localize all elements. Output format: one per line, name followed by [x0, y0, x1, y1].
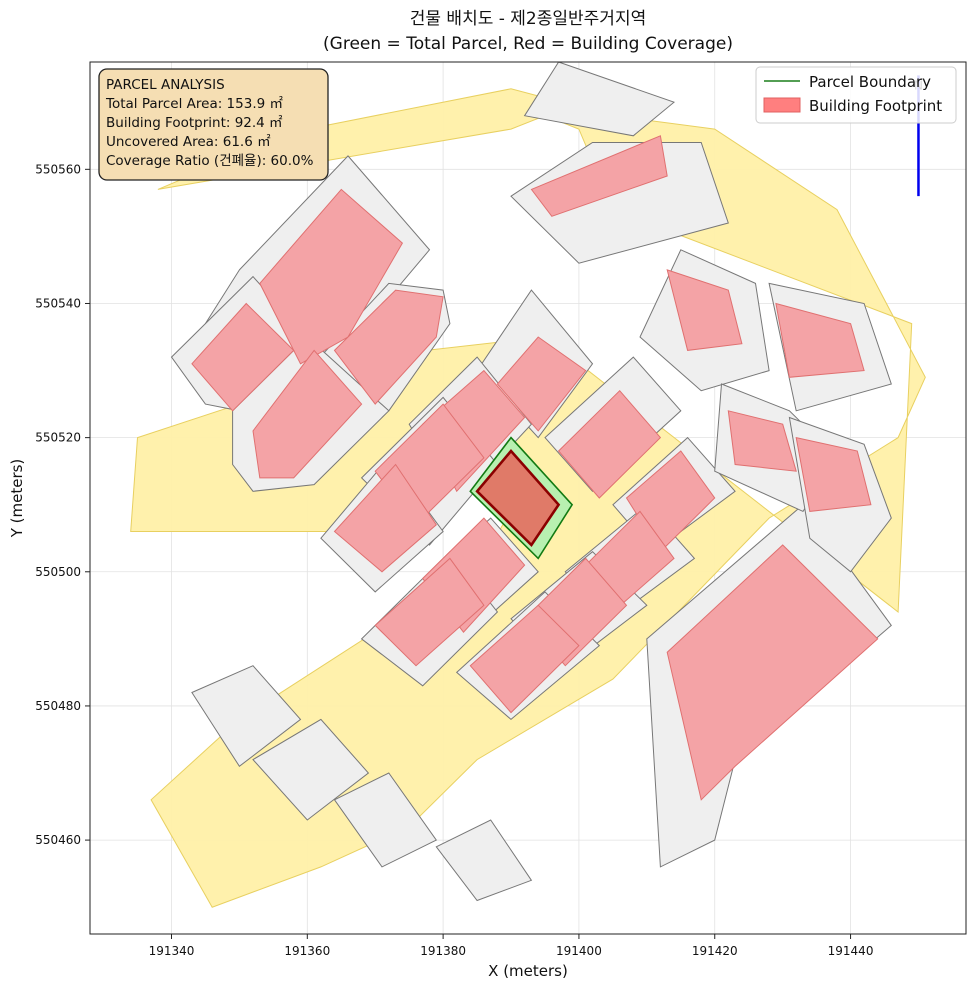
- info-total-area: Total Parcel Area: 153.9 ㎡: [105, 96, 283, 112]
- info-uncovered-area: Uncovered Area: 61.6 ㎡: [106, 134, 271, 150]
- lot-polygon: [510, 142, 729, 264]
- lot-polygon: [333, 772, 438, 868]
- legend-building-patch: [763, 97, 801, 113]
- info-coverage-ratio: Coverage Ratio (건폐율): 60.0%: [106, 153, 314, 169]
- x-axis-ticks: 191340 191360 191380 191400 191420 191440: [149, 934, 874, 958]
- building-footprint: [252, 349, 363, 479]
- building-footprint: [666, 544, 879, 801]
- y-tick-label: 550560: [35, 162, 81, 176]
- building-footprint: [374, 557, 485, 667]
- legend-building-label: Building Footprint: [809, 97, 942, 115]
- x-tick-label: 191360: [284, 944, 330, 958]
- building-footprint: [333, 463, 437, 573]
- legend: Parcel Boundary Building Footprint: [755, 66, 957, 124]
- y-axis-ticks: 550460 550480 550500 550520 550540 550560: [35, 162, 90, 847]
- y-tick-label: 550460: [35, 833, 81, 847]
- chart-title-line2: (Green = Total Parcel, Red = Building Co…: [323, 34, 733, 54]
- y-tick-label: 550540: [35, 296, 81, 310]
- y-tick-label: 550500: [35, 565, 81, 579]
- x-tick-label: 191420: [692, 944, 738, 958]
- x-tick-label: 191440: [828, 944, 874, 958]
- lot-polygon: [191, 665, 302, 768]
- y-tick-label: 550520: [35, 431, 81, 445]
- building-footprint: [469, 604, 580, 714]
- building-footprint: [557, 389, 662, 499]
- x-tick-label: 191340: [149, 944, 195, 958]
- building-footprint: [333, 289, 444, 405]
- y-axis-label: Y (meters): [8, 459, 26, 539]
- building-footprint: [666, 269, 743, 351]
- info-box: PARCEL ANALYSIS Total Parcel Area: 153.9…: [98, 68, 329, 181]
- lot-polygon: [252, 718, 370, 821]
- building-footprint: [727, 410, 797, 472]
- x-tick-label: 191380: [420, 944, 466, 958]
- map-layers: [130, 62, 926, 908]
- parcel-building: [475, 449, 561, 548]
- building-footprint: [795, 436, 872, 512]
- building-footprint: [191, 302, 295, 412]
- building-footprint: [775, 302, 865, 378]
- lot-polygon: [435, 819, 533, 902]
- chart-title-line1: 건물 배치도 - 제2종일반주거지역: [410, 9, 646, 29]
- legend-frame: [755, 66, 957, 124]
- lot-polygon: [523, 62, 676, 137]
- building-footprint: [530, 135, 668, 217]
- plot-frame: [89, 61, 967, 935]
- legend-parcel-label: Parcel Boundary: [809, 73, 931, 91]
- x-tick-label: 191400: [556, 944, 602, 958]
- info-box-frame: [98, 68, 329, 181]
- info-box-heading: PARCEL ANALYSIS: [106, 77, 225, 93]
- info-building-footprint: Building Footprint: 92.4 ㎡: [106, 115, 283, 131]
- building-footprint: [496, 336, 587, 432]
- buildings-layer: [191, 135, 879, 801]
- target-parcel: [469, 436, 574, 560]
- y-tick-label: 550480: [35, 699, 81, 713]
- x-axis-label: X (meters): [488, 962, 568, 980]
